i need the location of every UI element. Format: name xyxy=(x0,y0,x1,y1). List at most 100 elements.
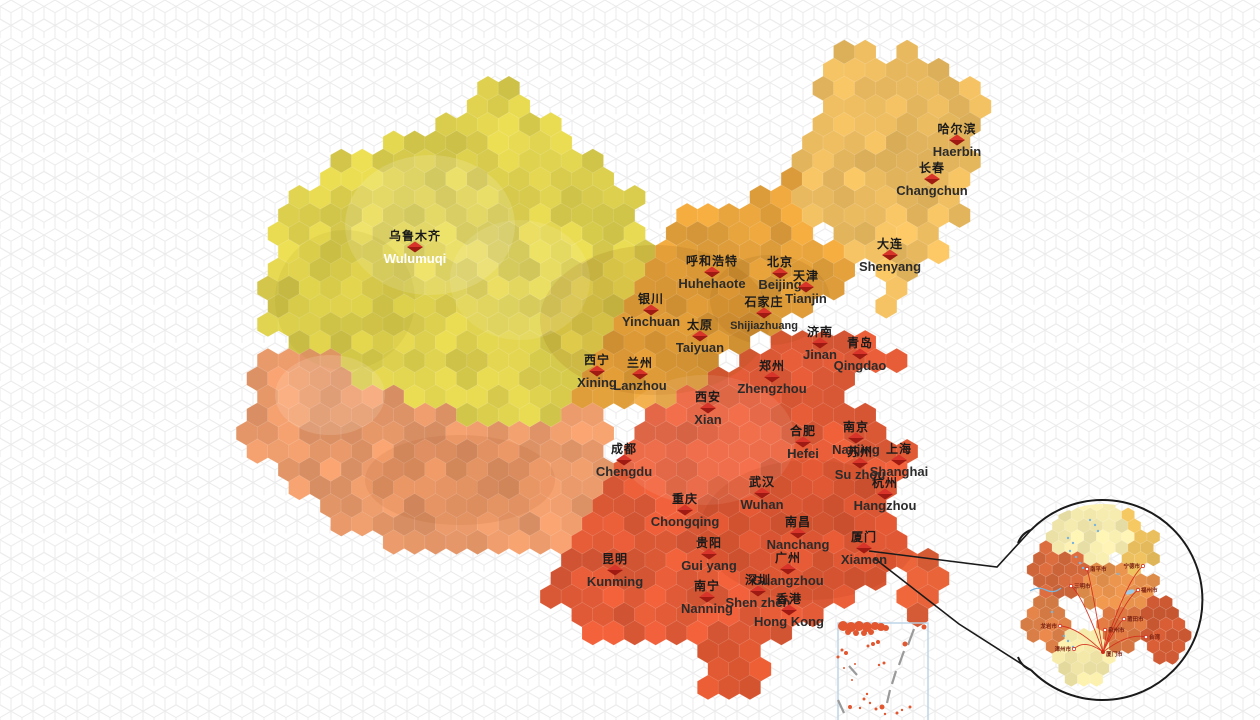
city-marker[interactable] xyxy=(632,368,648,380)
city-marker[interactable] xyxy=(856,542,872,554)
island-dot xyxy=(879,704,885,710)
island-dot xyxy=(900,708,904,712)
city-label-zh: 银川 xyxy=(638,291,664,306)
city-marker[interactable] xyxy=(812,337,828,349)
city-label-zh: 天津 xyxy=(793,268,819,283)
island-dot xyxy=(877,663,881,667)
inset-city-label: 南平市 xyxy=(1090,565,1107,573)
inset-city-dot[interactable] xyxy=(1102,627,1108,633)
city-label-zh: 昆明 xyxy=(602,552,628,566)
island-dot xyxy=(908,705,912,709)
city-marker[interactable] xyxy=(852,348,868,360)
city-marker[interactable] xyxy=(701,548,717,560)
inset-city-dot[interactable] xyxy=(1071,646,1077,652)
island-dot xyxy=(851,679,853,681)
city-marker[interactable] xyxy=(699,591,715,603)
city-label-en: Wuhan xyxy=(740,497,783,512)
city-kunming: 昆明 Kunming xyxy=(587,552,643,589)
city-label-en: Shijiazhuang xyxy=(730,320,798,332)
city-marker[interactable] xyxy=(704,266,720,278)
city-label-zh: 合肥 xyxy=(790,423,816,438)
inset-route xyxy=(1073,644,1104,653)
inset-city-dot[interactable] xyxy=(1121,616,1127,622)
city-label-en: Chongqing xyxy=(651,514,720,529)
inset-hub-dot[interactable] xyxy=(1101,650,1105,654)
inset-city-dot[interactable] xyxy=(1140,563,1146,569)
city-label-zh: 成都 xyxy=(611,441,637,456)
city-label-en: Shanghai xyxy=(870,464,929,479)
city-marker[interactable] xyxy=(754,487,770,499)
city-marker[interactable] xyxy=(764,371,780,383)
inset-city-dot[interactable] xyxy=(1068,583,1074,589)
city-marker[interactable] xyxy=(692,330,708,342)
city-label-zh: 青岛 xyxy=(847,335,873,350)
city-changchun: 长春 Changchun xyxy=(896,160,968,198)
city-shanghai: 上海 Shanghai xyxy=(870,441,929,479)
city-label-zh: 乌鲁木齐 xyxy=(389,228,441,243)
city-marker[interactable] xyxy=(891,454,907,466)
city-label-zh: 石家庄 xyxy=(743,294,783,309)
city-marker[interactable] xyxy=(607,564,623,576)
city-haerbin: 哈尔滨 Haerbin xyxy=(933,121,981,159)
city-marker[interactable] xyxy=(798,281,814,293)
city-label-zh: 呼和浩特 xyxy=(686,253,738,268)
city-marker[interactable] xyxy=(643,304,659,316)
city-marker[interactable] xyxy=(852,457,868,469)
city-label-en: Nanchang xyxy=(767,537,830,552)
city-label-zh: 长春 xyxy=(919,160,945,175)
city-marker[interactable] xyxy=(756,307,772,319)
city-marker[interactable] xyxy=(781,604,797,616)
city-label-en: Xian xyxy=(694,412,722,427)
south-sea-inset-border xyxy=(837,622,929,720)
city-label-en: Nanning xyxy=(681,601,733,616)
city-marker[interactable] xyxy=(780,563,796,575)
city-marker[interactable] xyxy=(407,241,423,253)
city-label-zh: 南宁 xyxy=(694,578,720,593)
city-label-zh: 武汉 xyxy=(749,474,775,489)
city-marker[interactable] xyxy=(616,454,632,466)
city-marker[interactable] xyxy=(949,134,965,146)
island-dot xyxy=(848,705,852,709)
city-marker[interactable] xyxy=(700,402,716,414)
region-texture-overlays xyxy=(275,155,920,600)
city-label-zh: 杭州 xyxy=(872,475,898,490)
island-dot xyxy=(868,701,872,705)
island-dot xyxy=(840,648,844,652)
city-shen-zhen: 深圳 Shen zhen xyxy=(725,572,790,610)
city-marker[interactable] xyxy=(795,436,811,448)
city-marker[interactable] xyxy=(677,504,693,516)
hex-map-regions xyxy=(235,39,992,701)
city-marker[interactable] xyxy=(790,527,806,539)
island-dot xyxy=(836,655,840,659)
inset-water-marks xyxy=(1050,518,1120,649)
city-chongqing: 重庆 Chongqing xyxy=(651,491,720,529)
city-marker[interactable] xyxy=(589,365,605,377)
city-label-en: Wulumuqi xyxy=(384,251,447,266)
city-label-en: Shenyang xyxy=(859,259,921,274)
inset-city-dot[interactable] xyxy=(1143,634,1149,640)
city-label-en: Changchun xyxy=(896,183,968,198)
inset-city-dot[interactable] xyxy=(1135,587,1141,593)
city-marker[interactable] xyxy=(848,432,864,444)
city-marker[interactable] xyxy=(877,488,893,500)
city-label-en: Beijing xyxy=(758,277,801,292)
city-label-en: Jinan xyxy=(803,347,837,362)
dash-line-segment xyxy=(848,665,858,676)
city-marker[interactable] xyxy=(924,173,940,185)
city-marker[interactable] xyxy=(750,585,766,597)
island-dot xyxy=(874,707,878,711)
inset-city-dot[interactable] xyxy=(1084,566,1090,572)
city-marker[interactable] xyxy=(882,249,898,261)
city-label-en: Gui yang xyxy=(681,558,737,573)
dash-line-segment xyxy=(897,650,906,666)
city-beijing: 北京 Beijing xyxy=(758,254,801,292)
city-gui-yang: 贵阳 Gui yang xyxy=(681,535,737,573)
city-marker[interactable] xyxy=(772,267,788,279)
inset-city-dot[interactable] xyxy=(1057,623,1063,629)
inset-city-label: 龙岩市 xyxy=(1039,622,1057,630)
inset-route xyxy=(1102,565,1144,653)
city-label-en: Su zhou xyxy=(835,467,886,482)
